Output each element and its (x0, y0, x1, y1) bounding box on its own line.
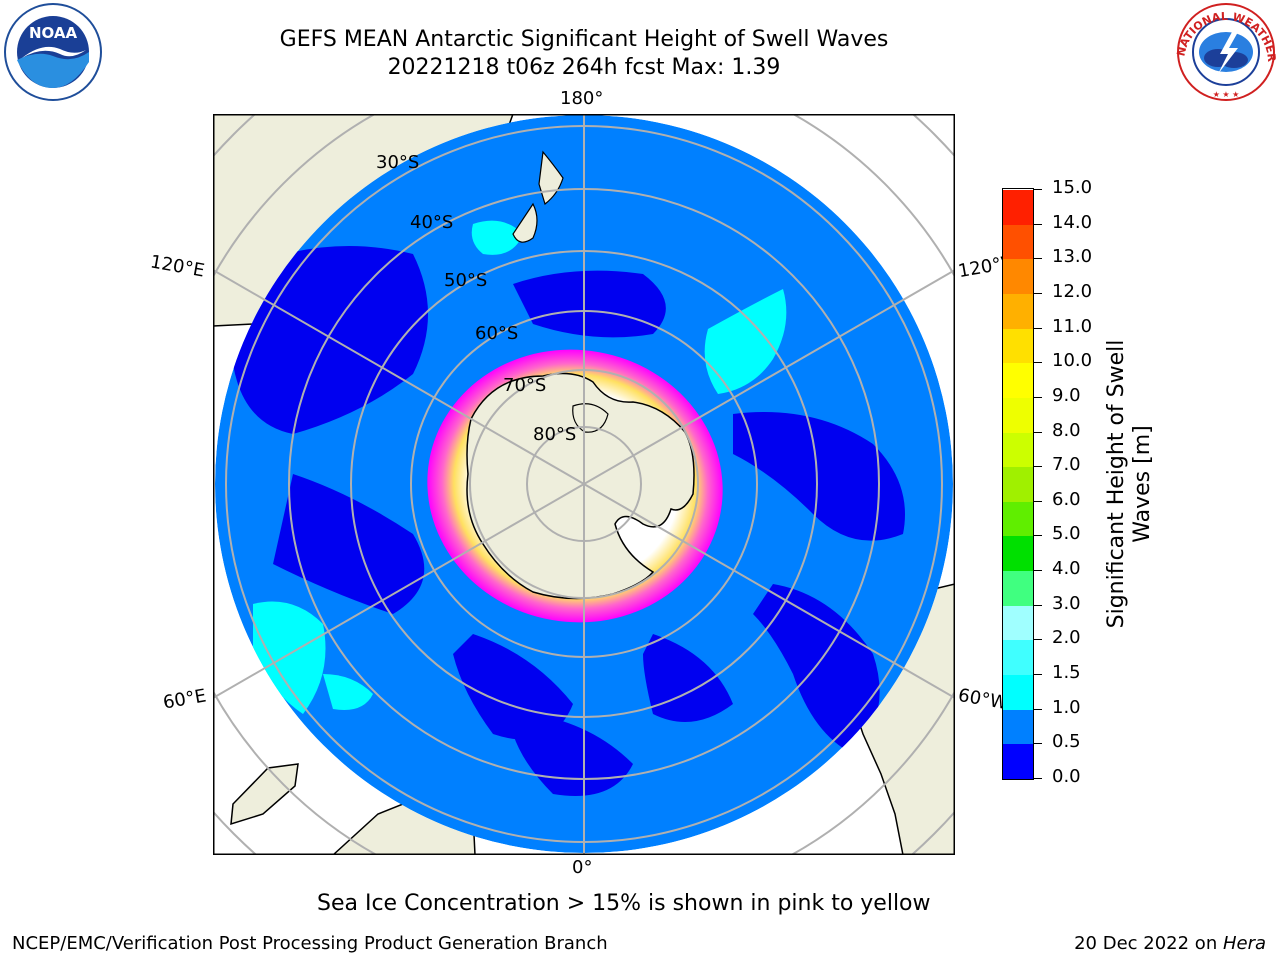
colorbar-segment (1003, 743, 1033, 779)
lat-label-50s: 50°S (444, 270, 488, 291)
colorbar-tick-label: 3.0 (1052, 592, 1081, 614)
colorbar-segment (1003, 189, 1033, 225)
colorbar-tick-label: 4.0 (1052, 558, 1081, 580)
colorbar-segment (1003, 224, 1033, 260)
new-zealand-landmass (512, 150, 564, 243)
lat-label-60s: 60°S (475, 323, 519, 344)
colorbar-segment (1003, 432, 1033, 468)
lat-label-70s: 70°S (503, 375, 547, 396)
colorbar-segment (1003, 258, 1033, 294)
colorbar-tick (1034, 570, 1042, 572)
run-date-text: 20 Dec 2022 on (1074, 933, 1223, 954)
colorbar-tick-label: 7.0 (1052, 454, 1081, 476)
machine-name: Hera (1222, 933, 1266, 954)
lon-label-120e: 120°E (148, 251, 207, 282)
producer-credit: NCEP/EMC/Verification Post Processing Pr… (12, 933, 608, 954)
colorbar-tick-label: 13.0 (1052, 246, 1093, 268)
colorbar-tick (1034, 362, 1042, 364)
colorbar-tick-label: 2.0 (1052, 627, 1081, 649)
colorbar-tick (1034, 396, 1042, 398)
colorbar-segment (1003, 466, 1033, 502)
lat-label-30s: 30°S (376, 152, 420, 173)
colorbar-tick (1034, 778, 1042, 779)
colorbar-tick-label: 8.0 (1052, 419, 1081, 441)
colorbar-segment (1003, 570, 1033, 606)
chart-subtitle: 20221218 t06z 264h fcst Max: 1.39 (387, 55, 781, 80)
colorbar-tick (1034, 639, 1042, 641)
polar-map (213, 114, 955, 855)
colorbar-tick (1034, 535, 1042, 537)
map-panel (213, 114, 955, 855)
run-date: 20 Dec 2022 on Hera (1074, 933, 1266, 954)
colorbar-tick-label: 1.5 (1052, 662, 1081, 684)
colorbar-segment (1003, 605, 1033, 641)
colorbar-tick-label: 1.0 (1052, 696, 1081, 718)
colorbar-tick (1034, 258, 1042, 260)
colorbar (1002, 188, 1034, 780)
colorbar-tick (1034, 327, 1042, 329)
colorbar-segment (1003, 362, 1033, 398)
colorbar-tick-label: 12.0 (1052, 280, 1093, 302)
lon-label-60e: 60°E (161, 685, 208, 714)
colorbar-segment (1003, 397, 1033, 433)
colorbar-tick (1034, 708, 1042, 710)
colorbar-tick (1034, 466, 1042, 468)
colorbar-tick (1034, 292, 1042, 294)
sea-ice-note: Sea Ice Concentration > 15% is shown in … (317, 891, 931, 916)
colorbar-tick (1034, 223, 1042, 225)
colorbar-segment (1003, 709, 1033, 745)
colorbar-tick (1034, 500, 1042, 502)
colorbar-tick-label: 6.0 (1052, 488, 1081, 510)
colorbar-tick-label: 10.0 (1052, 350, 1093, 372)
colorbar-segment (1003, 674, 1033, 710)
colorbar-tick (1034, 674, 1042, 676)
colorbar-tick (1034, 431, 1042, 433)
noaa-logo-icon: NOAA (4, 3, 102, 101)
lat-label-40s: 40°S (410, 212, 454, 233)
colorbar-tick-label: 9.0 (1052, 384, 1081, 406)
colorbar-tick-label: 14.0 (1052, 211, 1093, 233)
svg-text:★ ★ ★: ★ ★ ★ (1213, 90, 1240, 99)
colorbar-tick (1034, 189, 1042, 190)
colorbar-segment (1003, 535, 1033, 572)
lon-label-180: 180° (560, 88, 604, 109)
colorbar-tick-label: 5.0 (1052, 523, 1081, 545)
chart-title: GEFS MEAN Antarctic Significant Height o… (279, 27, 889, 52)
colorbar-tick-label: 0.0 (1052, 766, 1081, 787)
colorbar-tick-label: 15.0 (1052, 177, 1093, 198)
colorbar-tick (1034, 604, 1042, 606)
colorbar-segment (1003, 639, 1033, 676)
nws-logo-icon: NATIONAL WEATHER SERVICE ★ ★ ★ (1174, 2, 1278, 101)
colorbar-title: Significant Height of Swell Waves [m] (1104, 339, 1155, 629)
lon-label-0: 0° (572, 857, 593, 878)
colorbar-segment (1003, 501, 1033, 537)
lat-label-80s: 80°S (533, 424, 577, 445)
svg-text:NOAA: NOAA (29, 24, 78, 42)
colorbar-tick (1034, 743, 1042, 745)
colorbar-segment (1003, 328, 1033, 364)
colorbar-tick-label: 0.5 (1052, 731, 1081, 753)
colorbar-tick-label: 11.0 (1052, 315, 1093, 337)
colorbar-segment (1003, 293, 1033, 329)
